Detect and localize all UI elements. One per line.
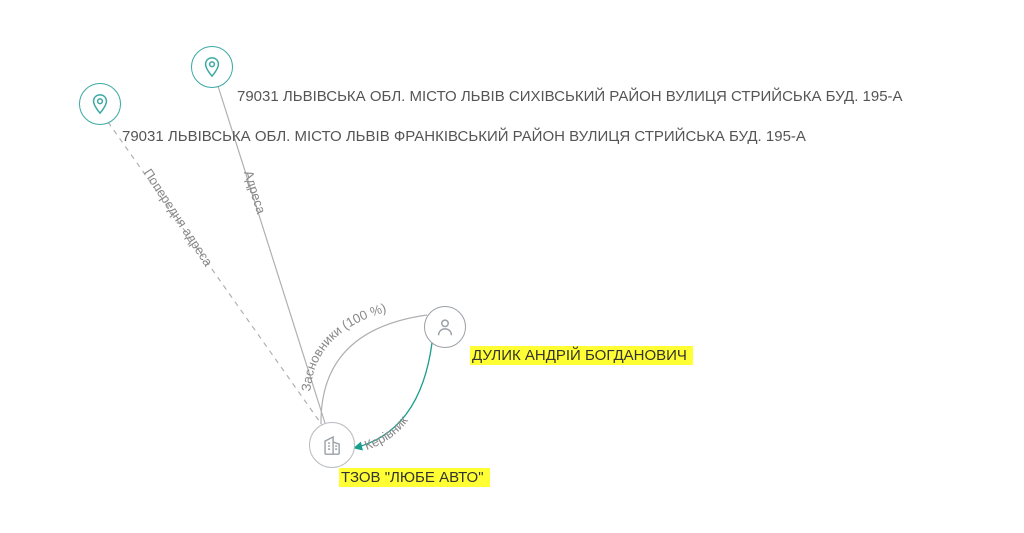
- node-company[interactable]: [309, 422, 355, 468]
- node-label-addr_cur: 79031 ЛЬВІВСЬКА ОБЛ. МІСТО ЛЬВІВ СИХІВСЬ…: [237, 88, 903, 105]
- edge-label-2: Засновники (100 %): [298, 300, 387, 392]
- node-label-addr_prev: 79031 ЛЬВІВСЬКА ОБЛ. МІСТО ЛЬВІВ ФРАНКІВ…: [122, 128, 806, 145]
- node-addr_prev[interactable]: [79, 83, 121, 125]
- edge-person-company: [354, 343, 432, 448]
- node-label-person: ДУЛИК АНДРІЙ БОГДАНОВИЧ: [470, 347, 693, 364]
- edge-label-3: Керівник: [362, 413, 410, 453]
- node-label-company: ТЗОВ "ЛЮБЕ АВТО": [339, 469, 490, 486]
- edge-label-0: Попередня адреса: [141, 166, 216, 270]
- edge-label-1: Адреса: [241, 169, 269, 217]
- node-addr_cur[interactable]: [191, 46, 233, 88]
- node-person[interactable]: [424, 306, 466, 348]
- edge-layer: Попередня адреса Адреса Засновники (100 %)…: [0, 0, 1024, 533]
- edge-person-company: [321, 315, 427, 424]
- edge-addr_prev-company: [108, 122, 322, 425]
